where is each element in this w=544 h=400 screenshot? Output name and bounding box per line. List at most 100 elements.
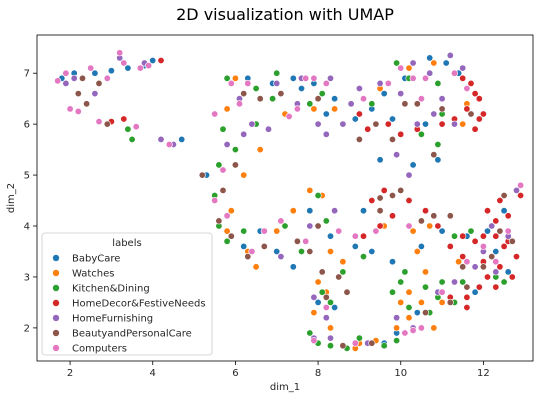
data-point-6-31 — [223, 212, 231, 220]
data-point-0-14 — [322, 110, 330, 118]
data-point-3-39 — [475, 283, 483, 291]
data-point-3-38 — [463, 303, 471, 311]
legend-marker-3 — [52, 299, 60, 307]
data-point-6-23 — [384, 79, 392, 87]
data-point-0-28 — [306, 207, 314, 215]
data-point-1-35 — [409, 227, 417, 235]
data-point-4-10 — [273, 79, 281, 87]
data-point-0-20 — [376, 156, 384, 164]
data-point-3-32 — [492, 217, 500, 225]
data-point-4-43 — [471, 263, 479, 271]
legend-label-5: BeautyandPersonalCare — [72, 329, 192, 340]
x-tick-label-3: 8 — [315, 368, 321, 379]
data-point-5-37 — [446, 298, 454, 306]
data-point-1-7 — [430, 59, 438, 67]
data-point-1-9 — [459, 120, 467, 128]
data-point-5-3 — [83, 100, 91, 108]
data-point-1-0 — [223, 105, 231, 113]
data-point-2-7 — [318, 90, 326, 98]
y-tick-label-2: 4 — [24, 222, 30, 233]
data-point-4-18 — [446, 51, 454, 59]
data-point-5-2 — [74, 90, 82, 98]
data-point-2-4 — [273, 69, 281, 77]
data-point-3-44 — [492, 283, 500, 291]
legend-marker-5 — [52, 329, 60, 337]
data-point-3-8 — [438, 120, 446, 128]
data-point-4-7 — [223, 141, 231, 149]
data-point-6-28 — [450, 69, 458, 77]
data-point-3-5 — [384, 120, 392, 128]
data-point-6-25 — [409, 74, 417, 82]
data-point-1-24 — [310, 309, 318, 317]
data-point-2-27 — [339, 268, 347, 276]
data-point-4-34 — [331, 207, 339, 215]
data-point-4-33 — [306, 222, 314, 230]
data-point-0-26 — [409, 161, 417, 169]
data-point-3-1 — [120, 115, 128, 123]
data-point-6-9 — [74, 107, 82, 115]
x-tick-label-5: 12 — [477, 368, 490, 379]
data-point-1-31 — [405, 288, 413, 296]
data-point-1-29 — [405, 314, 413, 322]
data-point-1-3 — [310, 105, 318, 113]
data-point-4-19 — [459, 64, 467, 72]
data-point-6-30 — [219, 166, 227, 174]
data-point-6-12 — [165, 141, 173, 149]
data-point-5-29 — [343, 288, 351, 296]
data-point-3-28 — [471, 237, 479, 245]
data-point-2-43 — [450, 232, 458, 240]
data-point-0-18 — [380, 90, 388, 98]
data-point-3-21 — [388, 212, 396, 220]
data-point-5-27 — [318, 268, 326, 276]
data-point-4-0 — [62, 79, 70, 87]
data-point-5-31 — [388, 192, 396, 200]
data-point-3-27 — [459, 232, 467, 240]
chart-title: 2D visualization with UMAP — [176, 5, 394, 24]
legend-title: labels — [112, 238, 141, 249]
data-point-2-26 — [322, 217, 330, 225]
data-point-0-45 — [492, 248, 500, 256]
data-point-6-18 — [293, 105, 301, 113]
data-point-1-18 — [306, 186, 314, 194]
data-point-6-45 — [463, 258, 471, 266]
data-point-3-36 — [483, 207, 491, 215]
data-point-6-43 — [417, 324, 425, 332]
data-point-4-14 — [376, 79, 384, 87]
data-point-6-13 — [211, 110, 219, 118]
data-point-0-16 — [351, 115, 359, 123]
data-point-2-23 — [281, 222, 289, 230]
x-tick-label-4: 10 — [394, 368, 407, 379]
data-point-0-19 — [388, 115, 396, 123]
data-point-5-41 — [479, 263, 487, 271]
points-layer — [54, 49, 525, 352]
data-point-0-30 — [351, 242, 359, 250]
data-point-6-41 — [409, 326, 417, 334]
data-point-3-41 — [496, 263, 504, 271]
data-point-3-17 — [475, 115, 483, 123]
data-point-1-16 — [273, 227, 281, 235]
data-point-0-27 — [434, 156, 442, 164]
data-point-0-13 — [331, 95, 339, 103]
data-point-2-52 — [306, 329, 314, 337]
data-point-6-5 — [120, 59, 128, 67]
data-point-4-47 — [512, 186, 520, 194]
data-point-4-15 — [397, 90, 405, 98]
data-point-2-30 — [326, 298, 334, 306]
data-point-0-6 — [149, 56, 157, 64]
data-point-0-34 — [240, 242, 248, 250]
data-point-4-42 — [450, 278, 458, 286]
data-point-4-31 — [240, 130, 248, 138]
legend-marker-6 — [52, 344, 60, 352]
data-point-0-44 — [504, 268, 512, 276]
data-point-5-1 — [95, 79, 103, 87]
data-point-6-6 — [136, 64, 144, 72]
data-point-2-35 — [380, 342, 388, 350]
data-point-2-44 — [467, 227, 475, 235]
data-point-5-13 — [372, 120, 380, 128]
data-point-5-32 — [376, 207, 384, 215]
data-point-3-40 — [483, 273, 491, 281]
data-point-3-13 — [459, 74, 467, 82]
data-point-2-5 — [269, 95, 277, 103]
data-point-4-25 — [450, 120, 458, 128]
data-point-6-32 — [211, 197, 219, 205]
